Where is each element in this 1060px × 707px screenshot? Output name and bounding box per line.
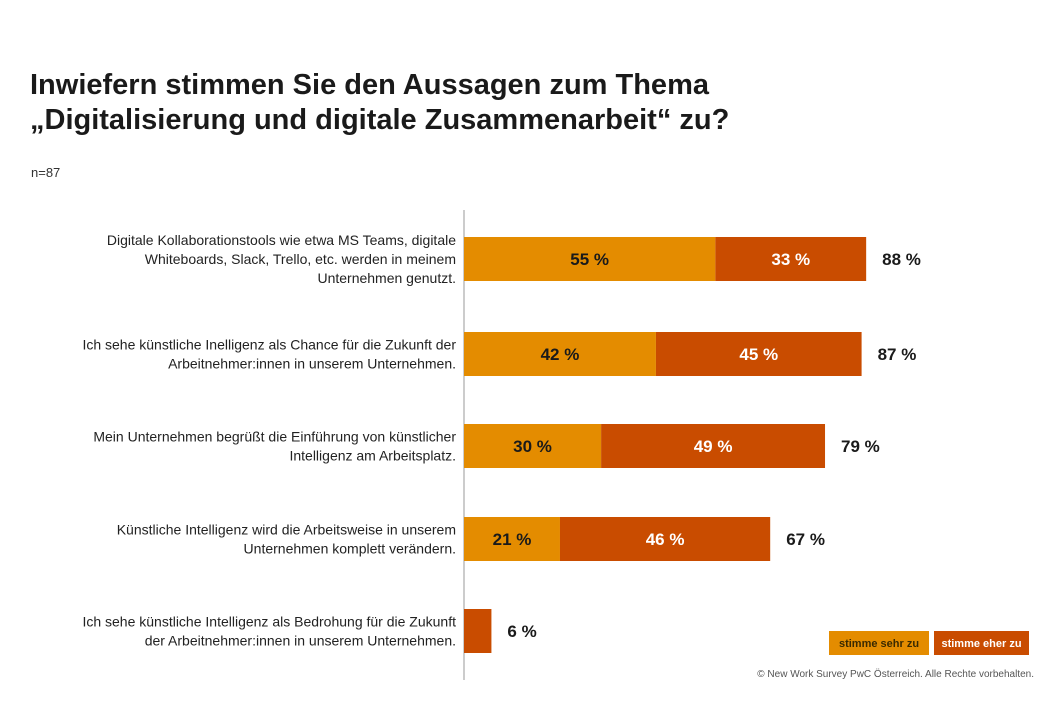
bar-label-sehr-2: 42 % [541, 345, 580, 364]
category-label-5-line-2: der Arbeitnehmer:innen in unserem Untern… [145, 633, 456, 649]
bar-label-eher-3: 49 % [694, 437, 733, 456]
legend-stimme-eher-zu-label: stimme eher zu [941, 638, 1021, 650]
total-label-1: 88 % [882, 250, 921, 269]
category-label-1-line-1: Digitale Kollaborationstools wie etwa MS… [107, 232, 456, 248]
chart-title-line-1: Inwiefern stimmen Sie den Aussagen zum T… [30, 69, 709, 101]
category-label-3-line-1: Mein Unternehmen begrüßt die Einführung … [93, 429, 456, 445]
bar-eher-3 [601, 424, 826, 468]
bar-sehr-3 [464, 424, 602, 468]
bar-label-sehr-1: 55 % [570, 250, 609, 269]
total-label-4: 67 % [786, 530, 825, 549]
legend-stimme-sehr-zu-swatch [829, 631, 929, 655]
bar-eher-4 [559, 517, 771, 561]
category-label-1-line-3: Unternehmen genutzt. [317, 270, 456, 286]
legend-stimme-sehr-zu-label: stimme sehr zu [839, 638, 919, 650]
sample-size: n=87 [31, 165, 61, 180]
bar-label-sehr-3: 30 % [513, 437, 552, 456]
total-label-3: 79 % [841, 437, 880, 456]
category-label-4-line-1: Künstliche Intelligenz wird die Arbeitsw… [117, 522, 456, 538]
bar-sehr-2 [464, 332, 656, 376]
total-label-2: 87 % [878, 345, 917, 364]
bar-sehr-4 [464, 517, 560, 561]
chart-title-line-2: „Digitalisierung und digitale Zusammenar… [30, 104, 730, 136]
chart-title: Inwiefern stimmen Sie den Aussagen zum T… [30, 68, 729, 138]
category-label-3-line-2: Intelligenz am Arbeitsplatz. [289, 448, 456, 464]
bar-label-sehr-4: 21 % [493, 530, 532, 549]
category-label-2-line-1: Ich sehe künstliche Inelligenz als Chanc… [82, 337, 456, 353]
total-label-5: 6 % [507, 622, 536, 641]
bar-label-eher-1: 33 % [771, 250, 810, 269]
category-label-4-line-2: Unternehmen komplett verändern. [244, 541, 456, 557]
category-label-1-line-2: Whiteboards, Slack, Trello, etc. werden … [145, 251, 456, 267]
bar-eher-2 [655, 332, 862, 376]
category-label-5-line-1: Ich sehe künstliche Intelligenz als Bedr… [82, 614, 456, 630]
bar-eher-1 [715, 237, 867, 281]
category-label-2-line-2: Arbeitnehmer:innen in unserem Unternehme… [168, 356, 456, 372]
bar-label-eher-4: 46 % [646, 530, 685, 549]
bar-sehr-1 [464, 237, 716, 281]
bar-label-eher-2: 45 % [739, 345, 778, 364]
legend-stimme-eher-zu-swatch [934, 631, 1029, 655]
bar-eher-5 [464, 609, 492, 653]
copyright-notice: © New Work Survey PwC Österreich. Alle R… [757, 669, 1034, 680]
